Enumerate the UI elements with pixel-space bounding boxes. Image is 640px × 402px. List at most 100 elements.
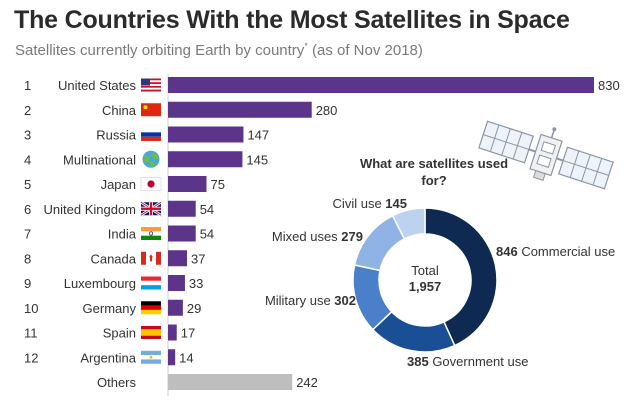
rank-label: 7 <box>24 227 31 242</box>
flag-uk-icon <box>140 201 162 217</box>
slice-name: Mixed uses <box>272 229 341 244</box>
bar-row-japan: 5 Japan 75 <box>24 176 225 192</box>
flag-luxembourg-icon <box>141 276 161 290</box>
donut-label-civil-use: Civil use 145 <box>333 196 407 211</box>
bar-row-germany: 10 Germany 29 <box>24 299 201 316</box>
rank-label: 12 <box>24 350 38 365</box>
bar-row-united-kingdom: 6 United Kingdom 54 <box>24 200 214 217</box>
category-label: United States <box>58 78 137 93</box>
bar-row-china: 2 China 280 <box>24 101 338 118</box>
slice-value: 145 <box>385 196 407 211</box>
category-label: United Kingdom <box>44 202 137 217</box>
chart-subtitle: Satellites currently orbiting Earth by c… <box>15 41 423 59</box>
donut-center-label: Total <box>411 263 439 278</box>
slice-name: Commercial use <box>518 244 616 259</box>
flag-us-icon <box>141 78 161 92</box>
bar-row-canada: 8 Canada 37 <box>24 250 205 267</box>
donut-label-government-use: 385 Government use <box>407 354 528 369</box>
value-label: 830 <box>598 78 620 93</box>
donut-title-line-2: for? <box>421 173 446 188</box>
rank-label: 1 <box>24 78 31 93</box>
value-label: 54 <box>200 227 214 242</box>
bar <box>168 151 243 168</box>
bar <box>168 77 594 93</box>
value-label: 242 <box>296 375 318 390</box>
flag-canada-icon <box>141 251 161 265</box>
category-label: Germany <box>83 301 137 316</box>
flag-spain-icon <box>141 326 161 339</box>
bar-row-others: Others 242 <box>97 374 318 390</box>
bar-row-india: 7 India 54 <box>24 225 214 242</box>
value-label: 280 <box>316 103 338 118</box>
bar <box>168 250 187 267</box>
category-label: Argentina <box>80 350 136 365</box>
satellite-icon <box>478 120 614 190</box>
rank-label: 5 <box>24 177 31 192</box>
rank-label: 6 <box>24 202 31 217</box>
bar <box>168 324 177 341</box>
bar-row-russia: 3 Russia 147 <box>24 126 269 143</box>
bar <box>168 176 207 192</box>
donut-label-mixed-uses: Mixed uses 279 <box>272 229 363 244</box>
bar <box>168 299 183 316</box>
flag-argentina-icon <box>141 350 161 364</box>
slice-name: Military use <box>265 293 334 308</box>
rank-label: 4 <box>24 152 31 167</box>
value-label: 29 <box>187 301 201 316</box>
bar <box>168 349 176 366</box>
rank-label: 11 <box>24 326 38 341</box>
value-label: 14 <box>179 350 193 365</box>
category-label: Russia <box>96 128 137 143</box>
donut-label-commercial-use: 846 Commercial use <box>496 244 615 259</box>
category-label: Canada <box>90 251 136 266</box>
donut-title-line-1: What are satellites used <box>360 156 508 171</box>
value-label: 145 <box>246 152 268 167</box>
subtitle-text: Satellites currently orbiting Earth by c… <box>15 42 305 59</box>
bar-row-spain: 11 Spain 17 <box>24 324 195 341</box>
donut-label-military-use: Military use 302 <box>265 293 356 308</box>
footnote-marker: * <box>304 41 308 51</box>
donut-slice-civil-use <box>391 207 426 240</box>
value-label: 75 <box>210 177 224 192</box>
bar-row-united-states: 1 United States 830 <box>24 77 620 93</box>
rank-label: 8 <box>24 251 31 266</box>
flag-china-icon <box>141 103 161 117</box>
rank-label: 10 <box>24 301 38 316</box>
bar <box>168 101 312 118</box>
bar <box>168 200 196 217</box>
slice-name: Government use <box>429 354 529 369</box>
globe-icon <box>142 150 160 168</box>
slice-value: 846 <box>496 244 518 259</box>
category-label: Japan <box>101 177 136 192</box>
flag-india-icon <box>141 227 161 240</box>
rank-label: 9 <box>24 276 31 291</box>
flag-russia-icon <box>141 128 161 141</box>
category-label: Others <box>97 375 137 390</box>
bar-row-luxembourg: 9 Luxembourg 33 <box>24 275 203 291</box>
category-label: India <box>108 227 137 242</box>
value-label: 33 <box>189 276 203 291</box>
slice-value: 302 <box>334 293 356 308</box>
category-label: Luxembourg <box>64 276 136 291</box>
slice-value: 279 <box>341 229 363 244</box>
bar <box>168 126 244 143</box>
slice-value: 385 <box>407 354 429 369</box>
slice-name: Civil use <box>333 196 386 211</box>
bar <box>168 374 293 390</box>
category-label: Spain <box>103 326 136 341</box>
rank-label: 2 <box>24 103 31 118</box>
category-label: Multinational <box>63 152 136 167</box>
subtitle-date: (as of Nov 2018) <box>312 42 423 59</box>
value-label: 54 <box>200 202 214 217</box>
bar <box>168 225 196 242</box>
rank-label: 3 <box>24 128 31 143</box>
chart-title: The Countries With the Most Satellites i… <box>14 6 570 34</box>
value-label: 147 <box>247 128 269 143</box>
donut-center-value: 1,957 <box>409 279 442 294</box>
category-label: China <box>102 103 137 118</box>
bar-row-argentina: 12 Argentina 14 <box>24 349 194 366</box>
flag-japan-icon <box>140 177 162 191</box>
